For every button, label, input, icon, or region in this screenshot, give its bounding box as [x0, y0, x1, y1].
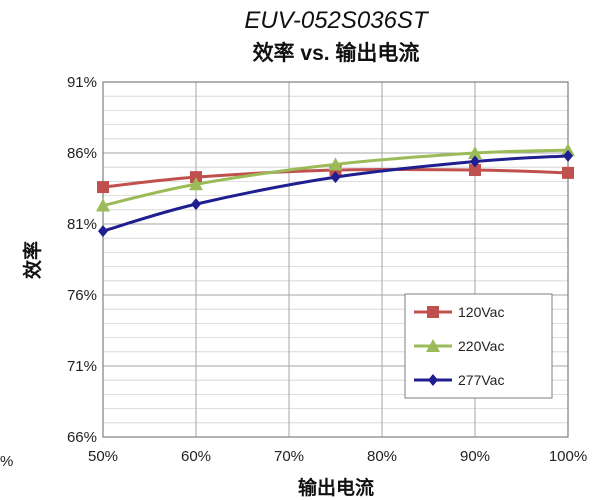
y-axis-ticks: 66% 71% 76% 81% 86% 91% — [67, 74, 97, 446]
legend-swatch-marker — [426, 339, 440, 352]
legend-swatch-marker — [428, 374, 438, 386]
legend-entry: 120Vac — [414, 304, 504, 320]
data-point — [470, 155, 480, 168]
x-tick-label: 70% — [274, 448, 304, 465]
chart-title: EUV-052S036ST — [244, 7, 430, 34]
legend-entry: 277Vac — [414, 372, 504, 388]
y-tick-label: 66% — [67, 429, 97, 446]
y-axis-label: 效率 — [21, 241, 44, 279]
series-group — [96, 143, 575, 238]
data-point — [328, 157, 343, 171]
stray-left-label: % — [0, 453, 13, 470]
data-point — [191, 198, 201, 211]
chart-subtitle: 效率 vs. 输出电流 — [253, 41, 420, 65]
data-point — [561, 143, 575, 157]
data-point — [330, 171, 341, 184]
legend: 120Vac 220Vac 277Vac — [404, 293, 553, 399]
x-axis-ticks: 50% 60% 70% 80% 90% 100% — [88, 448, 587, 465]
plot-border — [102, 81, 569, 438]
y-tick-label: 71% — [67, 358, 97, 375]
y-tick-label: 86% — [67, 145, 97, 162]
data-point — [562, 166, 574, 179]
x-tick-label: 50% — [88, 448, 118, 465]
legend-label: 277Vac — [458, 372, 504, 388]
legend-label: 120Vac — [458, 304, 504, 320]
data-point — [469, 164, 481, 177]
legend-swatch-marker — [427, 306, 439, 318]
data-point — [98, 225, 108, 238]
y-tick-label: 76% — [67, 287, 97, 304]
x-tick-label: 60% — [181, 448, 211, 465]
legend-label: 220Vac — [458, 338, 504, 354]
x-tick-label: 100% — [549, 448, 587, 465]
legend-entry: 220Vac — [414, 338, 504, 354]
x-axis-label: 输出电流 — [298, 476, 374, 499]
data-point — [97, 181, 109, 194]
y-tick-label: 81% — [67, 216, 97, 233]
series-220Vac — [96, 143, 575, 212]
series-277Vac — [98, 149, 573, 238]
data-point — [190, 171, 202, 184]
x-tick-label: 90% — [460, 448, 490, 465]
data-point — [189, 177, 203, 191]
data-point — [468, 146, 482, 159]
x-tick-label: 80% — [367, 448, 397, 465]
y-tick-label: 91% — [67, 74, 97, 91]
data-point — [96, 198, 110, 212]
data-point — [563, 149, 573, 162]
